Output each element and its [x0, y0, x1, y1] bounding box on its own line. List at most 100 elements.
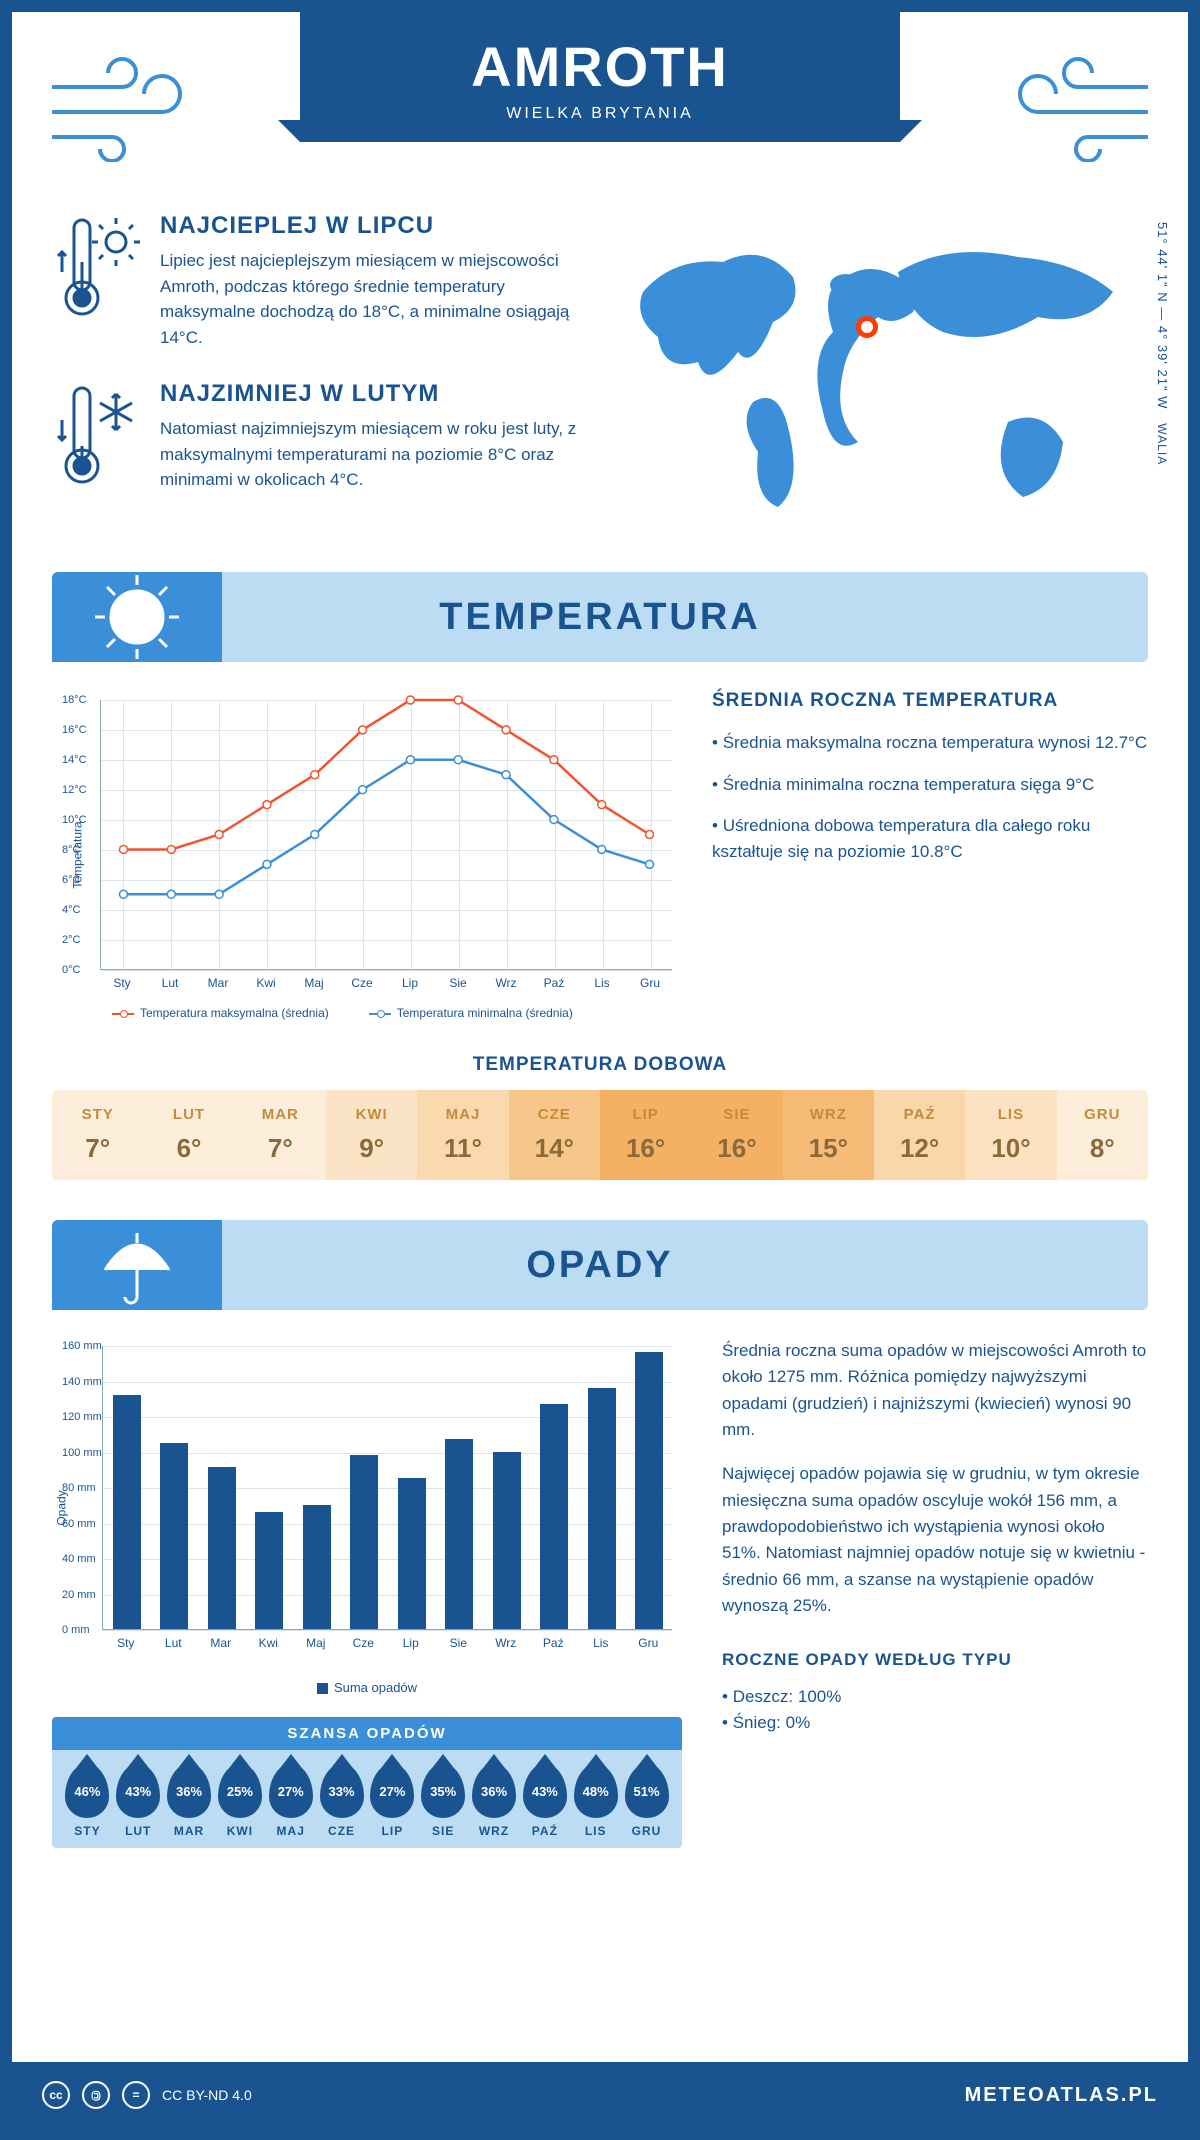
chance-value: 48% [583, 1784, 609, 1799]
fact-coldest: NAJZIMNIEJ W LUTYM Natomiast najzimniejs… [52, 380, 578, 495]
y-tick: 6°C [62, 874, 80, 886]
daily-cell: PAŹ12° [874, 1090, 965, 1180]
month-label: CZE [328, 1824, 355, 1838]
temp-value: 10° [991, 1133, 1030, 1164]
section-header-rain: OPADY [52, 1220, 1148, 1310]
note-item: Średnia maksymalna roczna temperatura wy… [712, 730, 1148, 756]
month-label: SIE [432, 1824, 454, 1838]
x-tick: Gru [640, 976, 660, 990]
notes-title: ŚREDNIA ROCZNA TEMPERATURA [712, 690, 1148, 712]
x-tick: Lip [403, 1636, 419, 1650]
x-tick: Kwi [256, 976, 275, 990]
x-tick: Mar [210, 1636, 231, 1650]
location-country: WIELKA BRYTANIA [300, 105, 900, 123]
world-map: 51° 44' 1" N — 4° 39' 21" W WALIA [608, 212, 1148, 532]
x-tick: Cze [353, 1636, 374, 1650]
temp-value: 6° [177, 1133, 202, 1164]
fact-cold-title: NAJZIMNIEJ W LUTYM [160, 380, 578, 408]
daily-temp-table: STY7°LUT6°MAR7°KWI9°MAJ11°CZE14°LIP16°SI… [52, 1090, 1148, 1180]
bar [635, 1352, 663, 1629]
x-tick: Wrz [495, 1636, 516, 1650]
rain-chance-panel: SZANSA OPADÓW 46%STY43%LUT36%MAR25%KWI27… [52, 1717, 682, 1848]
x-tick: Lut [162, 976, 179, 990]
month-label: LUT [173, 1106, 205, 1123]
x-tick: Sie [449, 976, 466, 990]
drop-icon: 35% [421, 1764, 465, 1818]
bar [350, 1455, 378, 1629]
temp-value: 14° [535, 1133, 574, 1164]
drop-icon: 43% [523, 1764, 567, 1818]
x-tick: Mar [208, 976, 229, 990]
bar [255, 1512, 283, 1629]
x-tick: Sty [113, 976, 130, 990]
bar [588, 1388, 616, 1629]
x-tick: Sie [450, 1636, 467, 1650]
section-header-temperature: TEMPERATURA [52, 572, 1148, 662]
month-label: KWI [356, 1106, 388, 1123]
site-brand: METEOATLAS.PL [965, 2084, 1158, 2107]
month-label: KWI [227, 1824, 253, 1838]
intro-section: NAJCIEPLEJ W LIPCU Lipiec jest najcieple… [52, 212, 1148, 532]
month-label: LIP [632, 1106, 658, 1123]
note-item: Uśredniona dobowa temperatura dla całego… [712, 813, 1148, 864]
rain-note-2: Najwięcej opadów pojawia się w grudniu, … [722, 1461, 1148, 1619]
type-item: Śnieg: 0% [722, 1710, 1148, 1736]
month-label: WRZ [810, 1106, 847, 1123]
rain-chance-drop: 33% CZE [320, 1764, 364, 1838]
drop-icon: 27% [370, 1764, 414, 1818]
chance-value: 27% [278, 1784, 304, 1799]
x-tick: Sty [117, 1636, 134, 1650]
rain-chance-drop: 36%WRZ [472, 1764, 516, 1838]
month-label: MAJ [277, 1824, 305, 1838]
temp-value: 16° [626, 1133, 665, 1164]
daily-temp-title: TEMPERATURA DOBOWA [52, 1054, 1148, 1076]
chance-value: 35% [430, 1784, 456, 1799]
coords-text: 51° 44' 1" N — 4° 39' 21" W [1155, 222, 1170, 409]
y-tick: 100 mm [62, 1447, 102, 1459]
drop-icon: 48% [574, 1764, 618, 1818]
drop-icon: 33% [320, 1764, 364, 1818]
rain-chance-drop: 35% SIE [421, 1764, 465, 1838]
month-label: GRU [1084, 1106, 1120, 1123]
chart-legend: Suma opadów [52, 1680, 682, 1695]
daily-cell: STY7° [52, 1090, 143, 1180]
chance-value: 36% [176, 1784, 202, 1799]
daily-cell: MAJ11° [417, 1090, 508, 1180]
chart-legend: Temperatura maksymalna (średnia) Tempera… [112, 1006, 573, 1020]
fact-cold-text: Natomiast najzimniejszym miesiącem w rok… [160, 416, 578, 493]
rain-chance-drop: 51% GRU [625, 1764, 669, 1838]
temp-value: 12° [900, 1133, 939, 1164]
rain-type-title: ROCZNE OPADY WEDŁUG TYPU [722, 1647, 1148, 1673]
daily-cell: MAR7° [235, 1090, 326, 1180]
fact-hot-title: NAJCIEPLEJ W LIPCU [160, 212, 578, 240]
month-label: MAR [174, 1824, 204, 1838]
month-label: LIS [998, 1106, 1024, 1123]
x-tick: Lis [594, 976, 609, 990]
x-tick: Cze [351, 976, 372, 990]
y-tick: 0°C [62, 964, 80, 976]
y-tick: 140 mm [62, 1376, 102, 1388]
temp-value: 8° [1090, 1133, 1115, 1164]
daily-cell: CZE14° [509, 1090, 600, 1180]
rain-chance-drop: 36% MAR [167, 1764, 211, 1838]
coordinates: 51° 44' 1" N — 4° 39' 21" W WALIA [1155, 222, 1170, 465]
y-tick: 8°C [62, 844, 80, 856]
type-item: Deszcz: 100% [722, 1684, 1148, 1710]
daily-cell: GRU 8° [1057, 1090, 1148, 1180]
rain-chance-drop: 43% LUT [116, 1764, 160, 1838]
section-title: TEMPERATURA [439, 596, 761, 639]
temp-value: 15° [809, 1133, 848, 1164]
chance-value: 36% [481, 1784, 507, 1799]
y-tick: 18°C [62, 694, 87, 706]
footer: cc 🄯 = CC BY-ND 4.0 METEOATLAS.PL [12, 2062, 1188, 2128]
month-label: LUT [125, 1824, 151, 1838]
drop-icon: 51% [625, 1764, 669, 1818]
location-marker-icon [856, 316, 878, 338]
bar [113, 1395, 141, 1629]
drop-icon: 43% [116, 1764, 160, 1818]
rain-note-1: Średnia roczna suma opadów w miejscowośc… [722, 1338, 1148, 1443]
month-label: GRU [632, 1824, 662, 1838]
y-tick: 16°C [62, 724, 87, 736]
daily-cell: KWI9° [326, 1090, 417, 1180]
x-tick: Lip [402, 976, 418, 990]
